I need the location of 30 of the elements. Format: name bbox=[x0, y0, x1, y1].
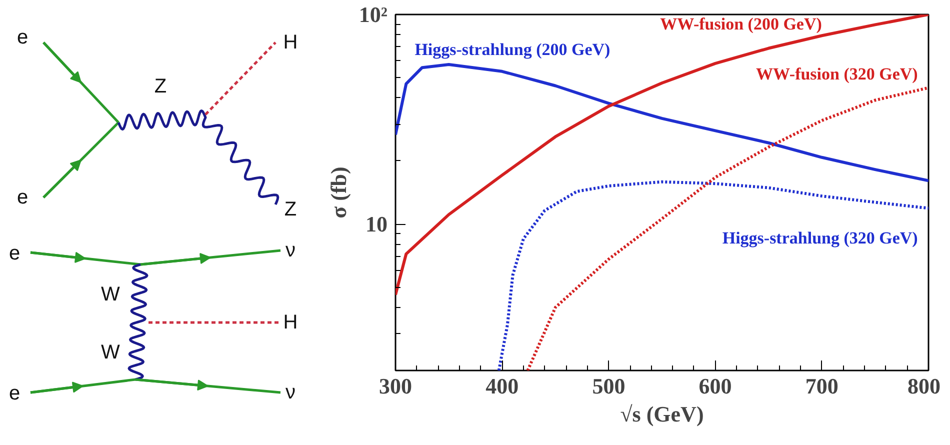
text: W bbox=[101, 342, 120, 364]
text: ν bbox=[286, 240, 296, 262]
line-series bbox=[526, 86, 928, 370]
series-label: WW-fusion (200 GeV) bbox=[660, 14, 822, 34]
x-tick-label: 500 bbox=[592, 374, 626, 398]
text: e bbox=[8, 242, 20, 264]
series-label: WW-fusion (320 GeV) bbox=[756, 64, 918, 84]
line-series bbox=[497, 180, 928, 370]
x-tick-label: 800 bbox=[908, 374, 940, 398]
x-tick-label: 600 bbox=[698, 374, 732, 398]
x-tick-label: 300 bbox=[379, 374, 412, 398]
text: H bbox=[283, 312, 298, 334]
text: Z bbox=[154, 76, 167, 98]
x-tick-label: 700 bbox=[805, 374, 838, 398]
line-series bbox=[396, 14, 928, 296]
line-series bbox=[396, 63, 928, 182]
y-tick-label: 10 bbox=[366, 212, 388, 237]
text: H bbox=[283, 32, 298, 54]
series-label: Higgs-strahlung (200 GeV) bbox=[414, 40, 610, 60]
series-label: Higgs-strahlung (320 GeV) bbox=[722, 228, 918, 248]
x-tick-label: 400 bbox=[486, 374, 519, 398]
x-axis-title: √s (GeV) bbox=[620, 402, 704, 426]
y-axis-title: σ (fb) bbox=[326, 166, 351, 218]
text: e bbox=[16, 26, 28, 48]
text: W bbox=[101, 284, 120, 306]
y-tick-label: 10² bbox=[358, 2, 388, 27]
text: e bbox=[16, 186, 28, 208]
text: Z bbox=[284, 198, 297, 220]
text: e bbox=[8, 382, 20, 404]
text: ν bbox=[286, 382, 296, 404]
